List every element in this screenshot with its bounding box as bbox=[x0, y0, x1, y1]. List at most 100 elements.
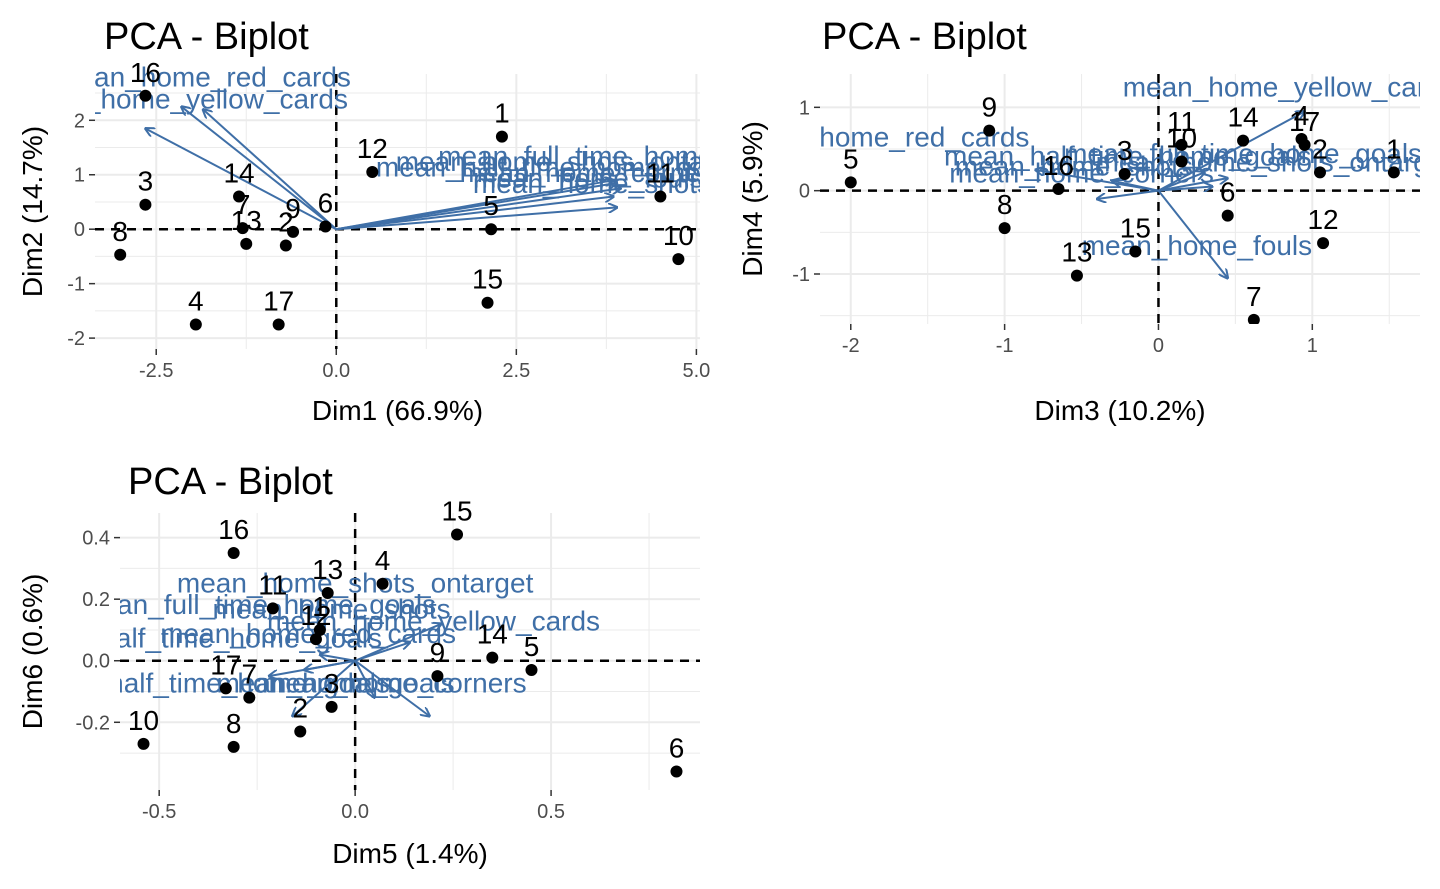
observation-point bbox=[451, 528, 464, 541]
variable-arrow bbox=[336, 188, 620, 231]
x-tick-label: -2 bbox=[842, 335, 860, 357]
variable-arrow bbox=[354, 660, 375, 698]
y-tick-label: -0.2 bbox=[76, 712, 110, 734]
variable-arrow bbox=[354, 624, 441, 662]
x-tick-label: 5.0 bbox=[682, 360, 710, 382]
observation-label: 17 bbox=[263, 285, 294, 316]
observation-label: 3 bbox=[138, 166, 154, 197]
observation-label: 8 bbox=[112, 216, 128, 247]
variable-label: mean_half_time_home_goals bbox=[376, 152, 743, 183]
variable-label: mean_home_fouls bbox=[473, 162, 703, 193]
observation-label: 16 bbox=[218, 514, 249, 545]
y-tick-label: -1 bbox=[67, 274, 85, 296]
x-axis-label: Dim3 (10.2%) bbox=[1034, 395, 1205, 426]
observation-label: 1 bbox=[494, 98, 510, 129]
observation-label: 15 bbox=[472, 264, 503, 295]
x-axis-label: Dim5 (1.4%) bbox=[332, 838, 488, 869]
observation-label: 3 bbox=[1117, 135, 1133, 166]
variable-arrow bbox=[320, 655, 356, 662]
variable-label: mean_home_corners bbox=[460, 157, 725, 188]
y-axis-label: Dim4 (5.9%) bbox=[737, 121, 768, 277]
x-axis-label: Dim1 (66.9%) bbox=[312, 395, 483, 426]
observation-label: 2 bbox=[278, 207, 294, 238]
observation-label: 15 bbox=[1120, 213, 1151, 244]
observation-point bbox=[240, 237, 253, 250]
variable-label: mean_half_time_home_goals bbox=[15, 623, 382, 654]
observation-point bbox=[366, 166, 379, 179]
observation-point bbox=[525, 663, 538, 676]
observation-label: 12 bbox=[1307, 204, 1338, 235]
variable-arrow bbox=[336, 207, 617, 231]
observation-point bbox=[1052, 183, 1065, 195]
observation-point bbox=[294, 725, 307, 738]
observation-label: 9 bbox=[981, 92, 997, 123]
variable-arrow bbox=[1157, 190, 1227, 278]
variable-arrow bbox=[1158, 187, 1212, 191]
biplot-panel-3: -0.5 0.0 0.5-0.20.00.20.4mean_home_shots_o… bbox=[15, 461, 700, 869]
observation-label: 4 bbox=[188, 285, 204, 316]
observation-label: 12 bbox=[300, 600, 331, 631]
observation-point bbox=[1129, 245, 1142, 258]
observation-label: 17 bbox=[210, 649, 241, 680]
observation-point bbox=[227, 547, 240, 560]
observation-label: 13 bbox=[312, 554, 343, 585]
x-tick-label: 0.0 bbox=[322, 360, 350, 382]
x-tick-label: 0.5 bbox=[537, 801, 565, 823]
observation-point bbox=[309, 633, 322, 646]
observation-point bbox=[844, 176, 857, 189]
observation-label: 6 bbox=[318, 187, 334, 218]
variable-arrow bbox=[181, 107, 337, 230]
observation-label: 7 bbox=[242, 659, 258, 690]
variable-arrow bbox=[269, 659, 356, 676]
chart-title: PCA - Biplot bbox=[104, 16, 309, 58]
y-tick-label: 0.4 bbox=[82, 528, 110, 550]
x-tick-label: 0.0 bbox=[341, 801, 369, 823]
x-tick-label: -2.5 bbox=[139, 360, 173, 382]
observation-point bbox=[287, 225, 300, 238]
observation-point bbox=[313, 623, 326, 636]
y-tick-label: 0.2 bbox=[82, 589, 110, 611]
observation-label: 6 bbox=[1220, 177, 1236, 208]
observation-point bbox=[321, 587, 334, 600]
observation-point bbox=[272, 318, 285, 331]
observation-label: 2 bbox=[292, 693, 308, 724]
observation-point bbox=[485, 223, 498, 236]
observation-label: 9 bbox=[430, 637, 446, 668]
variable-label: mean_home_yellow_cards bbox=[1123, 72, 1440, 103]
y-tick-label: -1 bbox=[792, 264, 810, 286]
biplot-panel-1: -2.5 0.0 2.5 5.0-2-1012mean_home_red_cardsm… bbox=[17, 16, 796, 426]
observation-label: 6 bbox=[669, 733, 685, 764]
observation-point bbox=[1237, 134, 1250, 147]
observation-label: 5 bbox=[483, 190, 499, 221]
x-tick-label: 1 bbox=[1307, 335, 1318, 357]
observation-label: 13 bbox=[231, 205, 262, 236]
observation-point bbox=[1070, 269, 1083, 282]
observation-point bbox=[319, 220, 332, 233]
observation-label: 8 bbox=[226, 708, 242, 739]
observation-point bbox=[137, 737, 150, 750]
observation-point bbox=[1314, 166, 1326, 179]
variable-arrow bbox=[336, 180, 613, 231]
observation-point bbox=[654, 190, 667, 203]
observation-label: 13 bbox=[1061, 237, 1092, 268]
variable-label: mean_home_shots_ontarget bbox=[1096, 147, 1440, 178]
observation-point bbox=[219, 682, 232, 695]
observation-point bbox=[1247, 313, 1260, 324]
variable-label: mean_full_time_home_goals bbox=[438, 141, 796, 172]
variable-label: mean_home_corners bbox=[949, 157, 1214, 188]
observation-label: 16 bbox=[1043, 150, 1074, 181]
y-tick-label: 0 bbox=[74, 219, 85, 241]
observation-label: 9 bbox=[285, 193, 301, 224]
observation-point bbox=[114, 248, 127, 261]
observation-label: 7 bbox=[1246, 281, 1262, 312]
plot-area: mean_home_red_cardsmean_home_yellow_card… bbox=[95, 57, 796, 331]
observation-label: 5 bbox=[524, 631, 540, 662]
variable-arrow bbox=[1158, 172, 1204, 192]
variable-label: mean_home_red_cards bbox=[160, 618, 456, 649]
observation-point bbox=[1387, 166, 1400, 179]
observation-point bbox=[279, 239, 292, 252]
variable-arrow bbox=[1158, 178, 1227, 192]
observation-label: 16 bbox=[130, 57, 161, 88]
observation-point bbox=[998, 222, 1011, 235]
y-tick-label: 1 bbox=[74, 165, 85, 187]
